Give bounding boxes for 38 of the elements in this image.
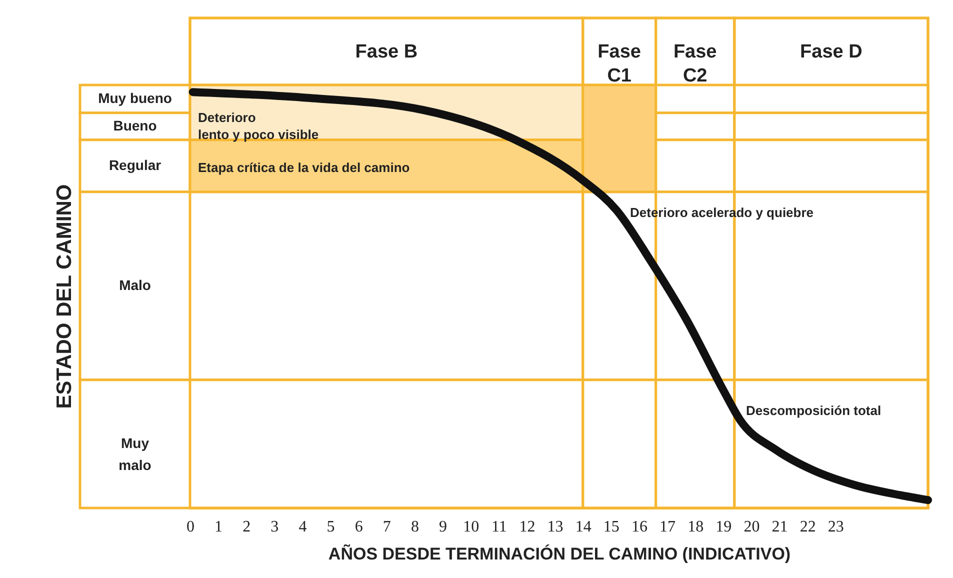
- x-tick-label: 5: [326, 518, 335, 536]
- band-label: Fase C1: [598, 42, 641, 86]
- x-tick-label: 13: [547, 518, 564, 536]
- x-tick-label: 1: [214, 518, 223, 536]
- x-tick-label: 0: [186, 518, 194, 536]
- band-label: Regular: [108, 156, 162, 173]
- x-tick-label: 18: [688, 518, 704, 536]
- x-tick-label: 23: [828, 518, 844, 536]
- text: ESTADO DEL CAMINO: [53, 184, 76, 409]
- annotation: Etapa crítica de la vida del camino: [198, 160, 410, 175]
- band-label: Muy malo: [118, 434, 152, 473]
- x-tick-label: 12: [519, 518, 536, 536]
- band-label: Fase D: [800, 42, 862, 62]
- x-tick-label: 16: [631, 518, 648, 536]
- x-tick-label: 3: [270, 518, 279, 536]
- x-tick-label: 10: [463, 518, 480, 536]
- x-tick-label: 7: [382, 518, 391, 536]
- x-tick-label: 14: [575, 518, 592, 536]
- band-label: Muy bueno: [98, 90, 172, 106]
- band-label: Fase C2: [673, 42, 717, 86]
- annotation: Deterioro lento y poco visible: [198, 110, 319, 142]
- x-axis-title: AÑOS DESDE TERMINACIÓN DEL CAMINO (INDICATIVO): [328, 544, 791, 564]
- x-tick-label: 11: [491, 518, 507, 536]
- x-tick-label: 9: [439, 518, 448, 536]
- band-label: Malo: [119, 276, 151, 293]
- band-label: Bueno: [113, 117, 157, 134]
- x-tick-label: 6: [354, 518, 363, 536]
- x-tick-label: 21: [772, 518, 788, 536]
- x-tick-label: 19: [716, 518, 732, 536]
- annotation: Descomposición total: [746, 403, 882, 418]
- x-tick-label: 2: [242, 518, 251, 536]
- band-label: Fase B: [355, 42, 418, 62]
- x-tick-label: 20: [744, 518, 760, 536]
- x-tick-label: 17: [660, 518, 676, 536]
- x-tick-label: 22: [800, 518, 816, 536]
- x-tick-label: 8: [410, 518, 419, 536]
- x-tick-label: 4: [298, 518, 307, 536]
- x-tick-label: 15: [603, 518, 620, 536]
